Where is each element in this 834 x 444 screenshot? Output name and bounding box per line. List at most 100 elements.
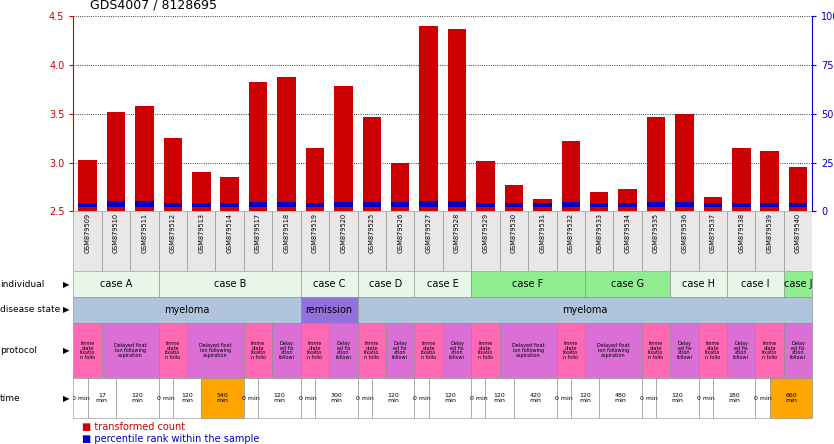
Bar [244,211,273,271]
Text: case H: case H [682,279,715,289]
Bar [391,202,409,207]
Text: protocol: protocol [0,346,37,355]
Bar [570,378,599,418]
Text: GSM879514: GSM879514 [227,213,233,253]
Bar [761,151,779,211]
Text: 120
min: 120 min [387,393,399,403]
Bar [704,197,722,211]
Bar [315,378,358,418]
Text: 540
min: 540 min [217,393,229,403]
Bar [301,378,315,418]
Text: GSM879540: GSM879540 [795,213,801,254]
Bar [585,271,671,297]
Text: case F: case F [512,279,544,289]
Text: ■ transformed count: ■ transformed count [82,422,185,432]
Text: 120
min: 120 min [671,393,683,403]
Text: case G: case G [611,279,644,289]
Bar [420,201,438,207]
Text: case D: case D [369,279,403,289]
Text: individual: individual [0,280,44,289]
Text: GSM879533: GSM879533 [596,213,602,253]
Bar [556,323,585,378]
Text: 0 min: 0 min [413,396,430,401]
Text: Imme
diate
fixatio
n follo: Imme diate fixatio n follo [307,341,323,360]
Text: GSM879530: GSM879530 [511,213,517,253]
Text: Imme
diate
fixatio
n follo: Imme diate fixatio n follo [364,341,379,360]
Bar [699,378,713,418]
Text: 0 min: 0 min [697,396,715,401]
Bar [448,29,466,211]
Bar [163,202,182,207]
Bar [301,323,329,378]
Bar [414,211,443,271]
Bar [471,378,485,418]
Text: 420
min: 420 min [530,393,541,403]
Text: GSM879526: GSM879526 [397,213,403,254]
Bar [158,378,173,418]
Bar [116,378,158,418]
Bar [220,177,239,211]
Bar [671,211,699,271]
Bar [420,26,438,211]
Text: case A: case A [100,279,132,289]
Bar [514,378,556,418]
Text: 0 min: 0 min [72,396,89,401]
Bar [192,172,210,211]
Text: GSM879525: GSM879525 [369,213,374,254]
Bar [556,211,585,271]
Text: GSM879511: GSM879511 [142,213,148,253]
Text: 0 min: 0 min [356,396,374,401]
Text: 120
min: 120 min [181,393,193,403]
Bar [770,378,812,418]
Text: GSM879519: GSM879519 [312,213,318,253]
Text: Delay
ed fix
ation
followi: Delay ed fix ation followi [279,341,294,360]
Text: myeloma: myeloma [164,305,210,315]
Bar [676,202,694,207]
Text: Imme
diate
fixatio
n follo: Imme diate fixatio n follo [165,341,180,360]
Bar [443,323,471,378]
Text: 0 min: 0 min [157,396,174,401]
Bar [220,202,239,207]
Text: ▶: ▶ [63,394,69,403]
Bar [647,117,666,211]
Text: ▶: ▶ [63,305,69,314]
Text: 0 min: 0 min [299,396,317,401]
Bar [704,202,722,207]
Bar [789,202,807,207]
Bar [391,163,409,211]
Bar [505,185,523,211]
Bar [73,271,158,297]
Bar [448,201,466,207]
Bar [784,271,812,297]
Bar [358,378,372,418]
Text: GDS4007 / 8128695: GDS4007 / 8128695 [90,0,217,12]
Bar [713,378,756,418]
Bar [215,211,244,271]
Text: GSM879538: GSM879538 [738,213,744,253]
Bar [756,211,784,271]
Bar [278,76,296,211]
Bar [471,211,500,271]
Bar [429,378,471,418]
Bar [88,378,116,418]
Bar [73,378,88,418]
Bar [158,323,187,378]
Bar [306,148,324,211]
Bar [590,192,608,211]
Text: 0 min: 0 min [754,396,771,401]
Bar [642,378,656,418]
Text: Imme
diate
fixatio
n follo: Imme diate fixatio n follo [648,341,664,360]
Text: GSM879512: GSM879512 [170,213,176,253]
Bar [642,323,671,378]
Text: 17
min: 17 min [96,393,108,403]
Bar [727,271,784,297]
Bar [476,161,495,211]
Bar [727,323,756,378]
Bar [533,202,551,207]
Text: ▶: ▶ [63,280,69,289]
Text: 0 min: 0 min [242,396,260,401]
Bar [301,297,358,323]
Text: remission: remission [305,305,353,315]
Bar [244,323,273,378]
Bar [107,112,125,211]
